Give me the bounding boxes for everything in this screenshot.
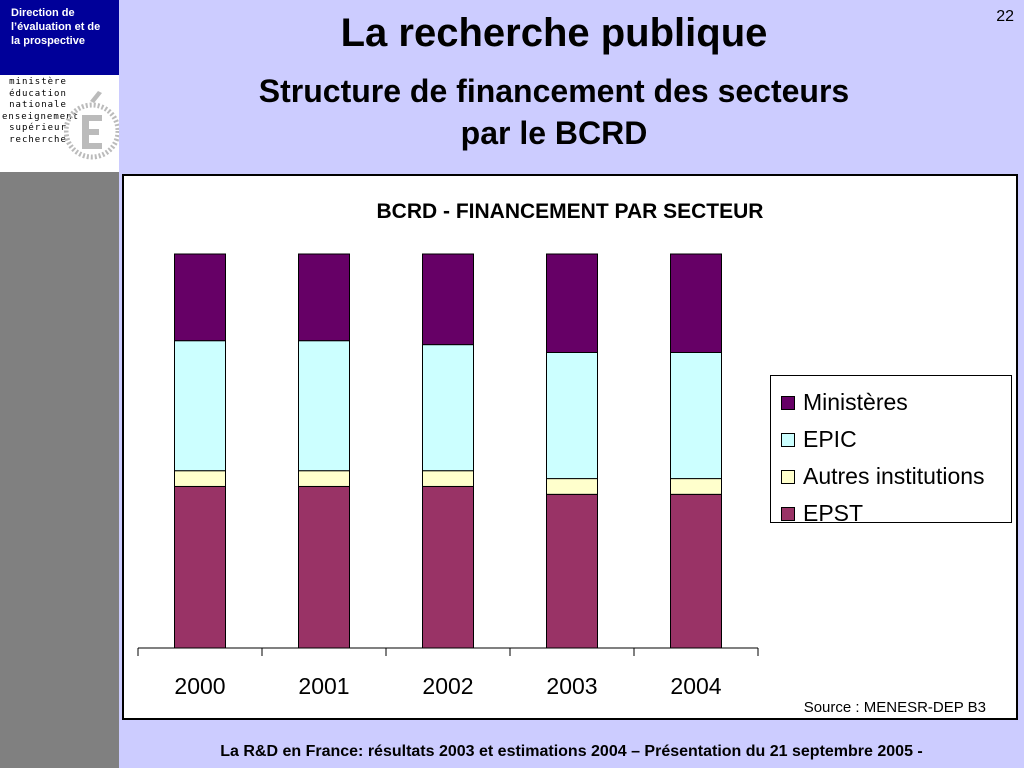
logo-line-3: nationale [9, 100, 67, 110]
x-axis: 2000 2001 2002 2003 2004 [137, 647, 759, 699]
x-tick-label-2000: 2000 [174, 673, 225, 699]
logo-line-2: éducation [9, 88, 67, 99]
logo-text: ministère éducation nationale enseigneme… [2, 77, 80, 146]
bar-2000-minist-res [174, 253, 226, 342]
legend-item-epic: EPIC [781, 421, 1011, 458]
bar-2000-epic [174, 340, 226, 472]
x-tick-label-2004: 2004 [670, 673, 721, 699]
bar-2000-epst [174, 485, 226, 649]
bar-2002-autres-institutions [422, 470, 474, 487]
footer-text: La R&D en France: résultats 2003 et esti… [220, 743, 923, 760]
legend-label: EPIC [803, 426, 857, 452]
legend-item-autres-institutions: Autres institutions [781, 458, 1011, 495]
directorate-line-2: l’évaluation et de [11, 21, 101, 33]
legend-label: Autres institutions [803, 463, 985, 489]
bar-2001-epic [298, 340, 350, 472]
legend-item-epst: EPST [781, 495, 1011, 532]
legend-label: EPST [803, 500, 864, 526]
bar-2003-epst [546, 493, 598, 649]
bar-2003-minist-res [546, 253, 598, 353]
source-note: Source : MENESR-DEP B3 [803, 699, 986, 716]
bars-group [174, 253, 722, 649]
bar-2004-minist-res [670, 253, 722, 353]
chart-title: BCRD - FINANCEMENT PAR SECTEUR [377, 200, 764, 223]
directorate-line-1: Direction de [11, 7, 75, 19]
logo-line-1: ministère [9, 77, 67, 87]
legend-item-minist-res: Ministères [781, 384, 1011, 421]
bar-2004-autres-institutions [670, 478, 722, 495]
logo-e-emblem-icon [64, 91, 119, 160]
chart-panel: BCRD - FINANCEMENT PAR SECTEUR 2000 2001 2… [122, 174, 1018, 720]
x-tick-label-2003: 2003 [546, 673, 597, 699]
bar-2001-autres-institutions [298, 470, 350, 487]
directorate-label: Direction de l’évaluation et de la prosp… [0, 0, 119, 75]
bar-2001-epst [298, 485, 350, 649]
x-tick-label-2001: 2001 [298, 673, 349, 699]
legend-swatch [781, 506, 795, 521]
bar-2003-autres-institutions [546, 478, 598, 495]
logo-line-5: supérieur [9, 123, 67, 133]
page-number: 22 [996, 8, 1014, 25]
bar-2002-epst [422, 485, 474, 649]
legend-swatch [781, 432, 795, 447]
bar-2000-autres-institutions [174, 470, 226, 487]
logo-line-4: enseignement [2, 111, 80, 122]
logo-line-6: recherche [9, 134, 67, 145]
directorate-line-3: la prospective [11, 35, 85, 47]
bar-2002-minist-res [422, 253, 474, 346]
chart-legend: Ministères EPIC Autres institutions EPST [770, 375, 1012, 526]
bar-2002-epic [422, 344, 474, 472]
subtitle-line-1: Structure de financement des secteurs [258, 73, 850, 109]
bar-2004-epst [670, 493, 722, 649]
legend-label: Ministères [803, 389, 908, 415]
x-tick-label-2002: 2002 [422, 673, 473, 699]
page-title: La recherche publique [340, 11, 768, 55]
subtitle-line-2: par le BCRD [460, 115, 648, 151]
legend-swatch [781, 469, 795, 484]
page-subtitle: Structure de financement des secteurs pa… [119, 70, 989, 154]
stacked-bar-chart: BCRD - FINANCEMENT PAR SECTEUR 2000 2001 2… [137, 200, 764, 699]
bar-2003-epic [546, 352, 598, 480]
sidebar-band [0, 172, 119, 768]
legend-swatch [781, 395, 795, 410]
bar-2004-epic [670, 352, 722, 480]
bar-2001-minist-res [298, 253, 350, 342]
ministry-logo: ministère éducation nationale enseigneme… [0, 75, 119, 172]
